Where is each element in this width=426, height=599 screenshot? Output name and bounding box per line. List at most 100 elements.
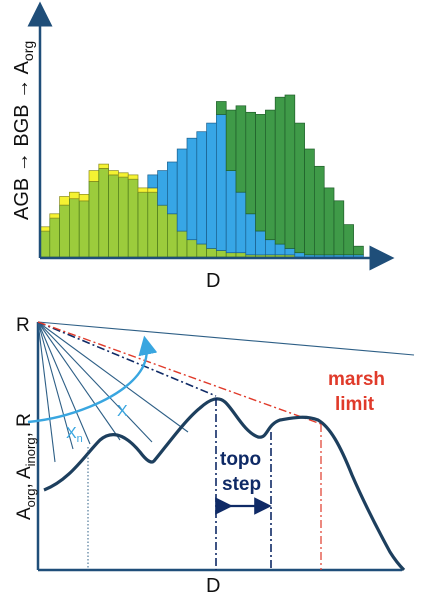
marsh-label-line1: marsh (328, 369, 385, 390)
bar-2-light_green (59, 204, 70, 258)
top-y-label-sub: org (20, 41, 36, 61)
R-label: R (16, 315, 30, 336)
bottom-y-label: Aorg, Ainorg, R (14, 413, 38, 520)
xn-label-main: X (66, 425, 77, 442)
bar-19-blue (225, 170, 237, 254)
ray-2 (37, 321, 74, 450)
bar-26-blue (294, 252, 305, 258)
bar-12-light_green (157, 204, 168, 258)
bar-1-light_green (49, 217, 60, 258)
bar-7-yellow (108, 170, 119, 176)
top-y-label: AGB → BGB → Aorg (11, 41, 36, 220)
bar-10-yellow (137, 187, 149, 193)
ray-5 (37, 321, 153, 443)
bottom-panel: R Aorg, Ainorg, R D marsh limit topo ste… (14, 315, 415, 597)
ray-7 (37, 321, 415, 356)
bar-13-light_green (167, 213, 178, 258)
y-label-comma1: , A (14, 466, 35, 489)
bar-9-yellow (127, 174, 139, 180)
bar-9-light_green (127, 178, 139, 258)
bottom-x-label: D (206, 575, 220, 597)
top-y-label-main: AGB → BGB → A (11, 60, 33, 220)
xn-label: Xn (66, 425, 83, 445)
bar-15-blue (186, 137, 198, 241)
bar-16-light_green (196, 243, 207, 258)
bar-17-light_green (206, 248, 217, 258)
tangent-dashdot (37, 321, 217, 397)
bar-20-dark_green (235, 105, 247, 193)
bar-13-blue (167, 161, 178, 215)
bar-24-blue (274, 243, 286, 256)
svg-text:AGB → BGB → Aorg: AGB → BGB → Aorg (11, 41, 36, 220)
bar-4-yellow (78, 194, 90, 202)
bar-23-dark_green (265, 109, 276, 241)
ray-1 (37, 321, 56, 463)
bar-11-light_green (147, 191, 158, 258)
marsh-limit-tangent (37, 321, 322, 425)
bar-6-light_green (98, 168, 109, 258)
ray-6 (37, 321, 189, 433)
bar-21-dark_green (245, 111, 256, 215)
bar-18-blue (216, 114, 227, 251)
bar-18-dark_green (216, 101, 227, 115)
bar-27-dark_green (304, 148, 315, 256)
y-label-sub-inorg: inorg (23, 437, 38, 466)
bar-30-dark_green (333, 200, 345, 256)
topographic-profile (43, 397, 406, 572)
xn-label-sub: n (77, 433, 83, 445)
bar-0-light_green (39, 230, 51, 258)
bar-1-yellow (49, 213, 60, 219)
bar-28-dark_green (314, 165, 325, 256)
bar-5-light_green (88, 181, 100, 258)
bar-24-dark_green (274, 96, 286, 245)
stacked-bars (39, 94, 364, 258)
y-label-comma2: , R (14, 413, 35, 437)
ray-4 (37, 321, 121, 441)
bar-3-light_green (69, 198, 80, 258)
bar-23-blue (265, 239, 276, 256)
bar-20-blue (235, 191, 247, 254)
bar-17-blue (206, 122, 217, 249)
bar-14-blue (176, 148, 188, 232)
bar-32-dark_green (353, 245, 364, 256)
bar-4-light_green (78, 200, 90, 258)
bar-6-yellow (98, 163, 109, 169)
bar-25-blue (284, 248, 296, 256)
bar-19-light_green (225, 252, 237, 258)
bar-21-blue (245, 213, 256, 256)
bar-3-yellow (69, 191, 80, 200)
bar-19-dark_green (225, 109, 237, 171)
bar-26-dark_green (294, 122, 305, 254)
bar-29-dark_green (323, 187, 335, 256)
bar-11-blue (147, 174, 158, 189)
bar-5-yellow (88, 170, 100, 182)
angle-arc (27, 335, 158, 424)
bar-20-light_green (235, 252, 247, 258)
topo-label-line1: topo (220, 449, 261, 470)
bar-11-yellow (147, 187, 158, 193)
y-label-sub-org: org (23, 489, 38, 508)
bar-0-yellow (39, 226, 51, 232)
bar-10-light_green (137, 191, 149, 258)
bar-16-blue (196, 131, 207, 245)
bar-31-dark_green (343, 224, 354, 256)
bar-8-yellow (118, 172, 129, 178)
bar-22-dark_green (255, 114, 266, 232)
bar-25-dark_green (284, 94, 296, 249)
bar-2-yellow (59, 196, 70, 206)
ray-3 (37, 321, 91, 445)
bar-15-light_green (186, 239, 198, 258)
bar-12-blue (157, 170, 168, 206)
bar-8-light_green (118, 176, 129, 258)
bar-7-light_green (108, 174, 119, 258)
top-panel: AGB → BGB → Aorg D (11, 1, 395, 292)
bar-18-light_green (216, 250, 227, 258)
bar-14-light_green (176, 230, 188, 258)
svg-text:Aorg, Ainorg, R: Aorg, Ainorg, R (14, 413, 38, 520)
bar-22-blue (255, 230, 266, 256)
rays (37, 321, 415, 463)
top-x-label: D (206, 270, 220, 292)
y-label-A: A (14, 507, 35, 520)
topo-label-line2: step (222, 474, 261, 495)
